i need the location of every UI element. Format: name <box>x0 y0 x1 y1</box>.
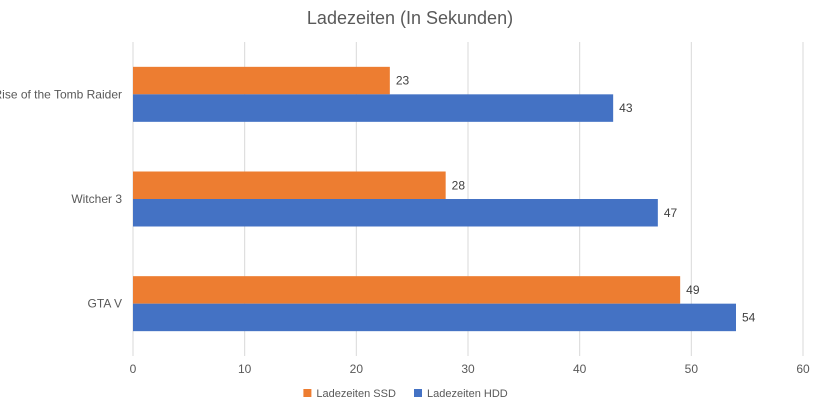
x-tick-label: 40 <box>573 362 587 376</box>
x-tick-label: 60 <box>796 362 810 376</box>
bars <box>133 66 736 332</box>
bar-ladezeiten-hdd-rise-of-the-tomb-raider <box>133 94 614 122</box>
legend-swatch <box>303 389 312 397</box>
bar-ladezeiten-hdd-gta-v <box>133 303 736 332</box>
chart-title: Ladezeiten (In Sekunden) <box>307 8 513 28</box>
x-tick-label: 50 <box>685 362 699 376</box>
data-label: 23 <box>396 74 410 88</box>
legend-swatch <box>414 389 422 397</box>
bar-ladezeiten-ssd-witcher-3 <box>133 171 446 199</box>
category-label: GTA V <box>88 297 122 311</box>
x-tick-label: 0 <box>130 362 137 376</box>
bar-ladezeiten-hdd-witcher-3 <box>133 199 658 227</box>
category-label: Witcher 3 <box>71 192 122 206</box>
data-label: 43 <box>619 101 633 115</box>
category-axis: Rise of the Tomb Raider Witcher 3 GTA V <box>0 87 122 310</box>
data-label: 49 <box>686 283 700 297</box>
data-label: 28 <box>452 178 466 192</box>
category-label: Rise of the Tomb Raider <box>0 87 122 101</box>
data-label: 54 <box>742 310 756 324</box>
x-tick-label: 10 <box>238 362 252 376</box>
legend-label: Ladezeiten HDD <box>427 388 508 400</box>
legend-item-ladezeiten-ssd: Ladezeiten SSD <box>303 388 396 400</box>
x-tick-label: 20 <box>350 362 364 376</box>
data-labels: 23 43 28 47 49 54 <box>396 74 756 325</box>
bar-ladezeiten-ssd-rise-of-the-tomb-raider <box>133 66 390 95</box>
legend: Ladezeiten SSD Ladezeiten HDD <box>303 388 508 400</box>
legend-label: Ladezeiten SSD <box>316 388 396 400</box>
value-axis: 0 10 20 30 40 50 60 <box>130 362 810 376</box>
bar-ladezeiten-ssd-gta-v <box>133 276 681 304</box>
legend-item-ladezeiten-hdd: Ladezeiten HDD <box>414 388 508 400</box>
x-tick-label: 30 <box>461 362 475 376</box>
data-label: 47 <box>664 206 678 220</box>
